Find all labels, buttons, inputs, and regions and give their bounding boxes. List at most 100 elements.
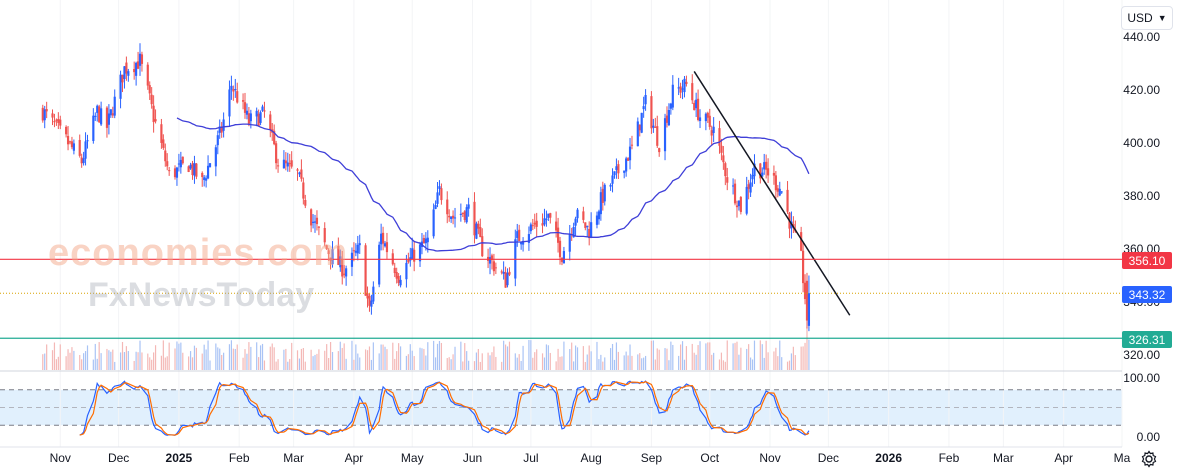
volume-bar <box>304 361 306 370</box>
volume-bar <box>135 351 137 370</box>
volume-bar <box>96 358 98 370</box>
volume-bar <box>329 341 332 370</box>
volume-bar <box>139 340 141 370</box>
volume-bar <box>258 357 260 370</box>
volume-bar <box>193 345 196 370</box>
volume-bar <box>55 359 57 370</box>
volume-bar <box>271 343 273 370</box>
volume-bar <box>503 340 505 370</box>
volume-bar <box>460 341 462 370</box>
time-tick-label: Nov <box>50 451 71 465</box>
candle-body <box>677 87 680 89</box>
candle-body <box>436 192 439 204</box>
candle-body <box>393 267 396 274</box>
volume-bar <box>555 361 557 370</box>
volume-bar <box>127 351 129 370</box>
candle-body <box>397 275 400 283</box>
candle-body <box>356 244 359 254</box>
candle-body <box>652 125 655 128</box>
candle-body <box>644 94 647 105</box>
candle-body <box>658 148 661 153</box>
volume-bar <box>314 354 316 370</box>
price-tick-label: 380.00 <box>1123 189 1160 203</box>
volume-bar <box>454 346 456 370</box>
candle-body <box>432 209 435 237</box>
candle-body <box>642 106 645 110</box>
candle-body <box>426 237 429 243</box>
volume-bar <box>450 359 452 370</box>
volume-bar <box>738 354 740 370</box>
candle-body <box>665 115 669 123</box>
volume-bar <box>740 347 742 370</box>
candle-body <box>140 54 144 64</box>
candle-body <box>113 96 116 116</box>
candle-body <box>786 189 789 212</box>
volume-bar <box>543 357 546 370</box>
volume-bar <box>326 344 328 370</box>
volume-bar <box>718 359 721 370</box>
volume-bar <box>345 358 347 370</box>
last-price-label-box <box>1122 286 1172 303</box>
volume-bar <box>291 342 293 370</box>
candle-body <box>494 267 497 269</box>
volume-bar <box>386 349 388 370</box>
candle-body <box>735 205 739 208</box>
volume-bar <box>724 361 726 370</box>
candle-body <box>205 178 208 181</box>
volume-bar <box>800 346 802 370</box>
volume-bar <box>380 344 382 370</box>
candle-body <box>331 249 334 265</box>
volume-bar <box>230 340 233 370</box>
candle-body <box>136 61 140 69</box>
candle-body <box>189 164 192 169</box>
volume-bar <box>162 340 164 370</box>
candle-body <box>59 119 62 126</box>
volume-bar <box>532 357 534 370</box>
candle-body <box>411 248 414 259</box>
volume-bar <box>487 352 489 370</box>
candle-body <box>549 213 552 218</box>
volume-bar <box>174 348 176 370</box>
candle-body <box>366 293 369 299</box>
candle-body <box>590 222 593 238</box>
volume-bar <box>384 346 386 370</box>
volume-bar <box>788 360 791 370</box>
volume-bar <box>154 345 157 370</box>
volume-bar <box>602 361 604 370</box>
volume-bar <box>637 354 639 370</box>
volume-bar <box>366 350 369 370</box>
candle-body <box>175 167 179 178</box>
volume-bar <box>298 358 301 370</box>
candle-body <box>135 62 138 76</box>
volume-bar <box>569 349 571 370</box>
settings-gear-icon[interactable] <box>1138 448 1160 470</box>
candle-body <box>693 102 696 111</box>
currency-select[interactable]: USD ▼ <box>1121 6 1173 30</box>
volume-bar <box>695 354 697 370</box>
candle-body <box>273 130 276 145</box>
candle-body <box>323 228 326 243</box>
candle-body <box>739 197 742 212</box>
price-tick-label: 400.00 <box>1123 136 1160 150</box>
volume-bar <box>147 353 149 370</box>
candle-body <box>72 143 75 151</box>
volume-bar <box>753 340 756 370</box>
candle-body <box>516 231 519 238</box>
time-tick-label: Dec <box>818 451 839 465</box>
candle-body <box>747 184 750 189</box>
volume-bar <box>110 351 112 370</box>
volume-bar <box>705 343 707 370</box>
candle-body <box>296 169 299 171</box>
candle-body <box>722 155 725 163</box>
candle-body <box>506 272 509 286</box>
volume-bar <box>679 344 682 370</box>
candle-body <box>706 112 709 118</box>
volume-bar <box>46 344 48 370</box>
volume-bar <box>378 353 380 370</box>
volume-bar <box>339 341 341 370</box>
volume-bar <box>629 344 631 370</box>
volume-bar <box>808 339 810 370</box>
candle-body <box>337 245 340 265</box>
volume-bar <box>644 355 647 370</box>
